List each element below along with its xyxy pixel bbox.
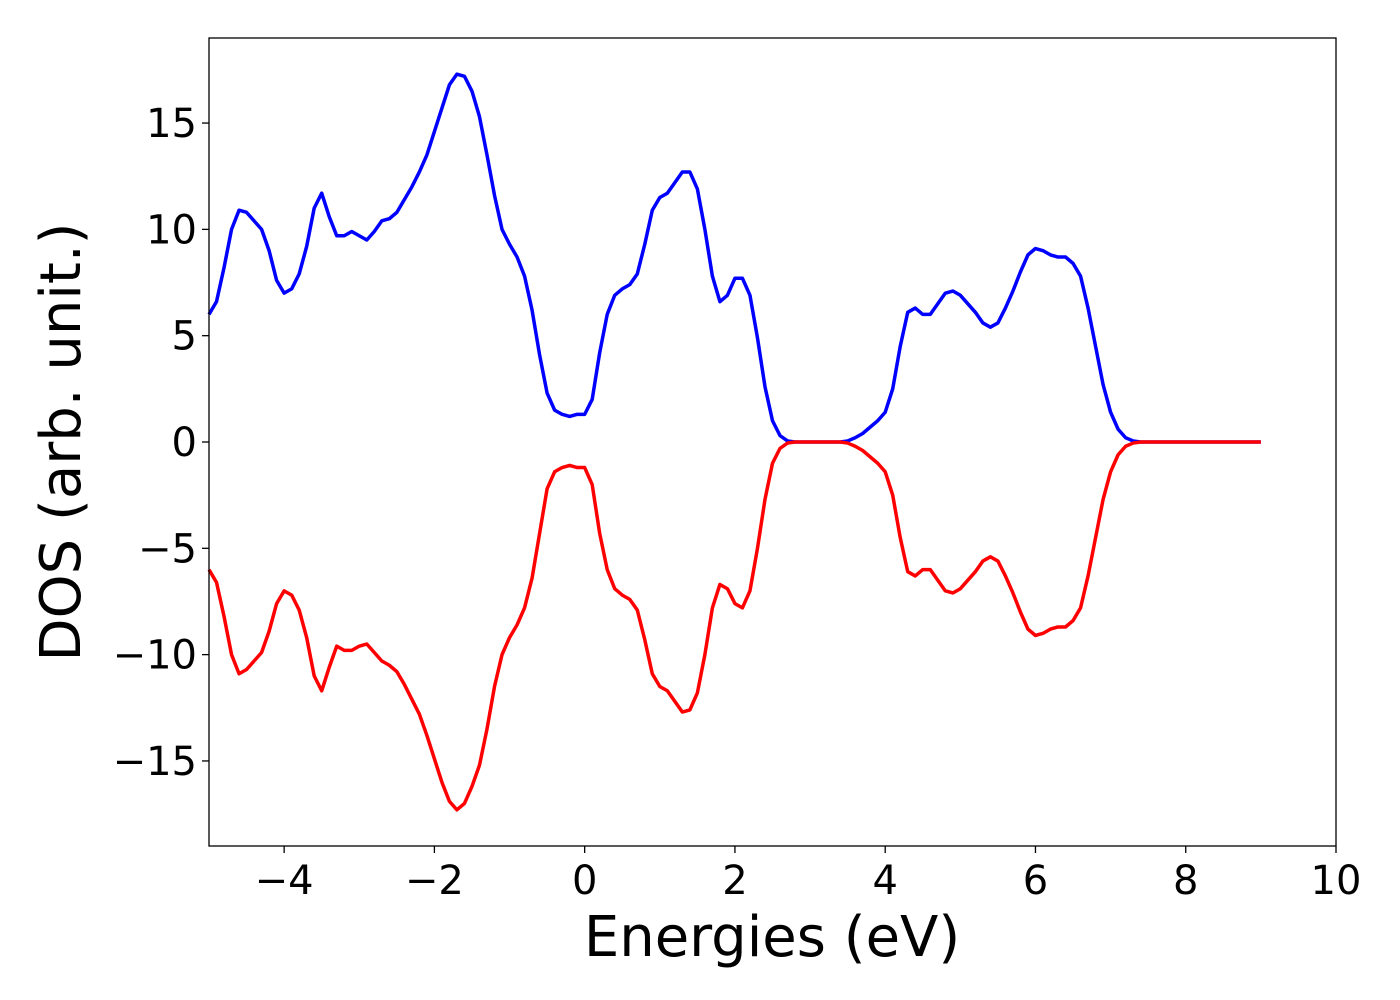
x-tick-label: 4: [872, 858, 897, 904]
y-tick-label: 15: [146, 101, 197, 147]
y-axis-ticks: −15 −10 −5 0 5 10 15: [113, 101, 209, 785]
x-tick-label: 8: [1173, 858, 1198, 904]
series-line-0: [207, 72, 1261, 444]
series-line-1: [207, 440, 1261, 812]
x-tick-label: 2: [722, 858, 747, 904]
y-tick-label: 10: [146, 207, 197, 253]
x-tick-label: −4: [255, 858, 314, 904]
y-tick-label: −5: [138, 526, 197, 572]
y-tick-label: 0: [172, 420, 197, 466]
x-tick-label: 10: [1311, 858, 1362, 904]
x-axis-title: Energies (eV): [584, 905, 960, 970]
y-tick-label: −15: [113, 739, 197, 785]
y-axis-title: DOS (arb. unit.): [29, 222, 94, 661]
x-tick-label: 0: [572, 858, 597, 904]
x-tick-label: 6: [1023, 858, 1048, 904]
y-tick-label: −10: [113, 633, 197, 679]
y-tick-label: 5: [172, 314, 197, 360]
series-layer: [207, 72, 1261, 812]
x-axis-ticks: −4 −2 0 2 4 6 8 10: [255, 846, 1362, 904]
x-tick-label: −2: [405, 858, 464, 904]
